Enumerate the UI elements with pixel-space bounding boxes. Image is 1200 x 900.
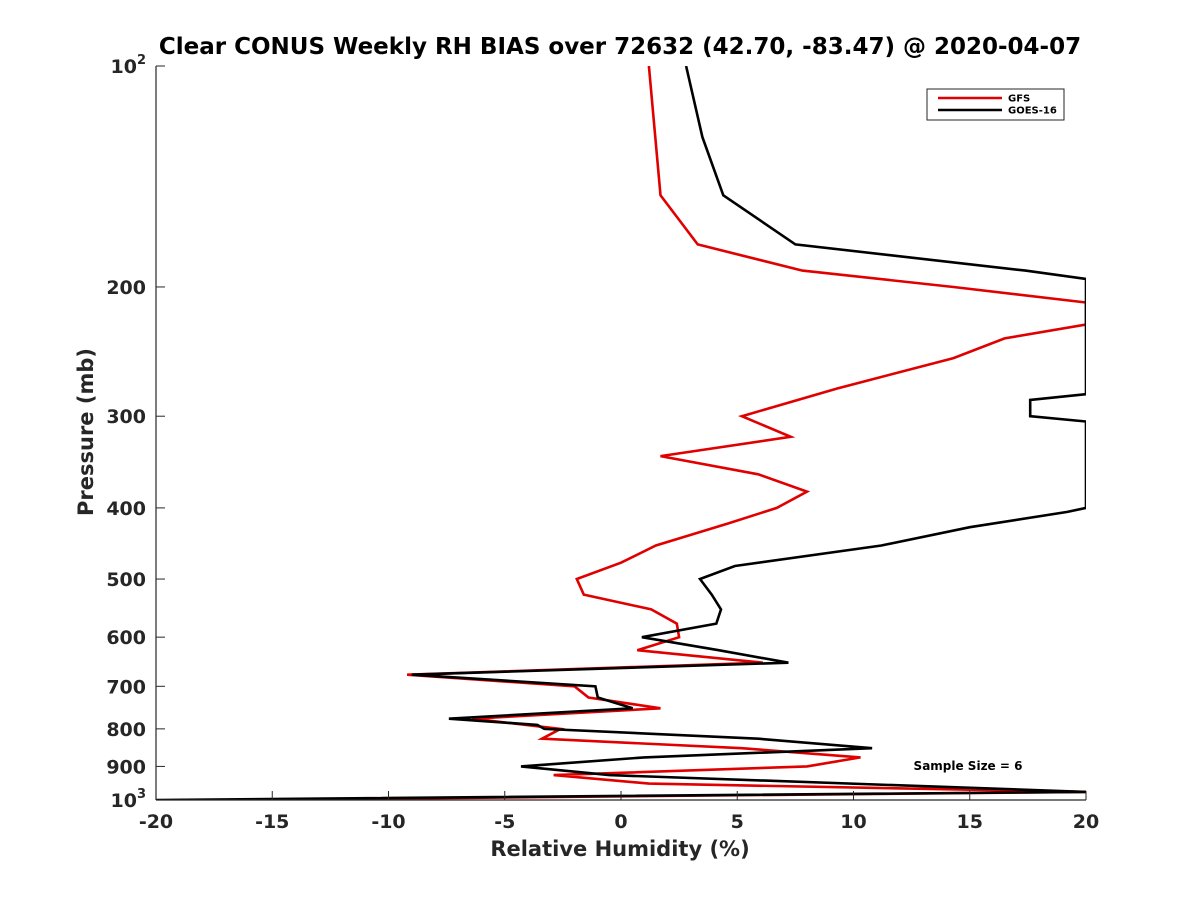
y-tick-label: 500 [106, 569, 146, 591]
sample-size-annotation: Sample Size = 6 [914, 759, 1023, 773]
x-tick-label: -15 [255, 811, 289, 833]
y-tick-label: 700 [106, 676, 146, 698]
x-tick-label: -20 [139, 811, 173, 833]
y-tick-label: 900 [106, 756, 146, 778]
y-tick-label: 103 [111, 787, 147, 812]
y-tick-label: 300 [106, 406, 146, 428]
legend-box [926, 88, 1065, 121]
series-line-goes16 [156, 66, 1086, 800]
y-tick-label: 200 [106, 277, 146, 299]
series-line-gfs [244, 66, 1086, 800]
x-tick-label: 0 [614, 811, 627, 833]
axes-layer: -20 -15 -10 -5 0 5 10 15 20 102 200 300 400 500 600 700… [106, 53, 1099, 833]
x-tick-label: -5 [494, 811, 515, 833]
y-tick-label: 800 [106, 719, 146, 741]
series-layer [156, 66, 1086, 800]
y-tick-label: 102 [111, 53, 147, 78]
legend-label-gfs: GFS [1008, 94, 1030, 105]
y-tick-label: 400 [106, 498, 146, 520]
x-tick-label: -10 [371, 811, 405, 833]
y-tick-label: 600 [106, 627, 146, 649]
x-tick-label: 5 [731, 811, 744, 833]
y-axis-label: Pressure (mb) [74, 348, 98, 516]
x-axis-label: Relative Humidity (%) [490, 837, 749, 861]
chart-title: Clear CONUS Weekly RH BIAS over 72632 (4… [159, 34, 1081, 60]
legend-label-goes16: GOES-16 [1008, 106, 1057, 117]
x-tick-label: 15 [957, 811, 983, 833]
x-tick-label: 10 [840, 811, 866, 833]
legend: GFS GOES-16 [926, 88, 1065, 121]
x-tick-label: 20 [1073, 811, 1099, 833]
